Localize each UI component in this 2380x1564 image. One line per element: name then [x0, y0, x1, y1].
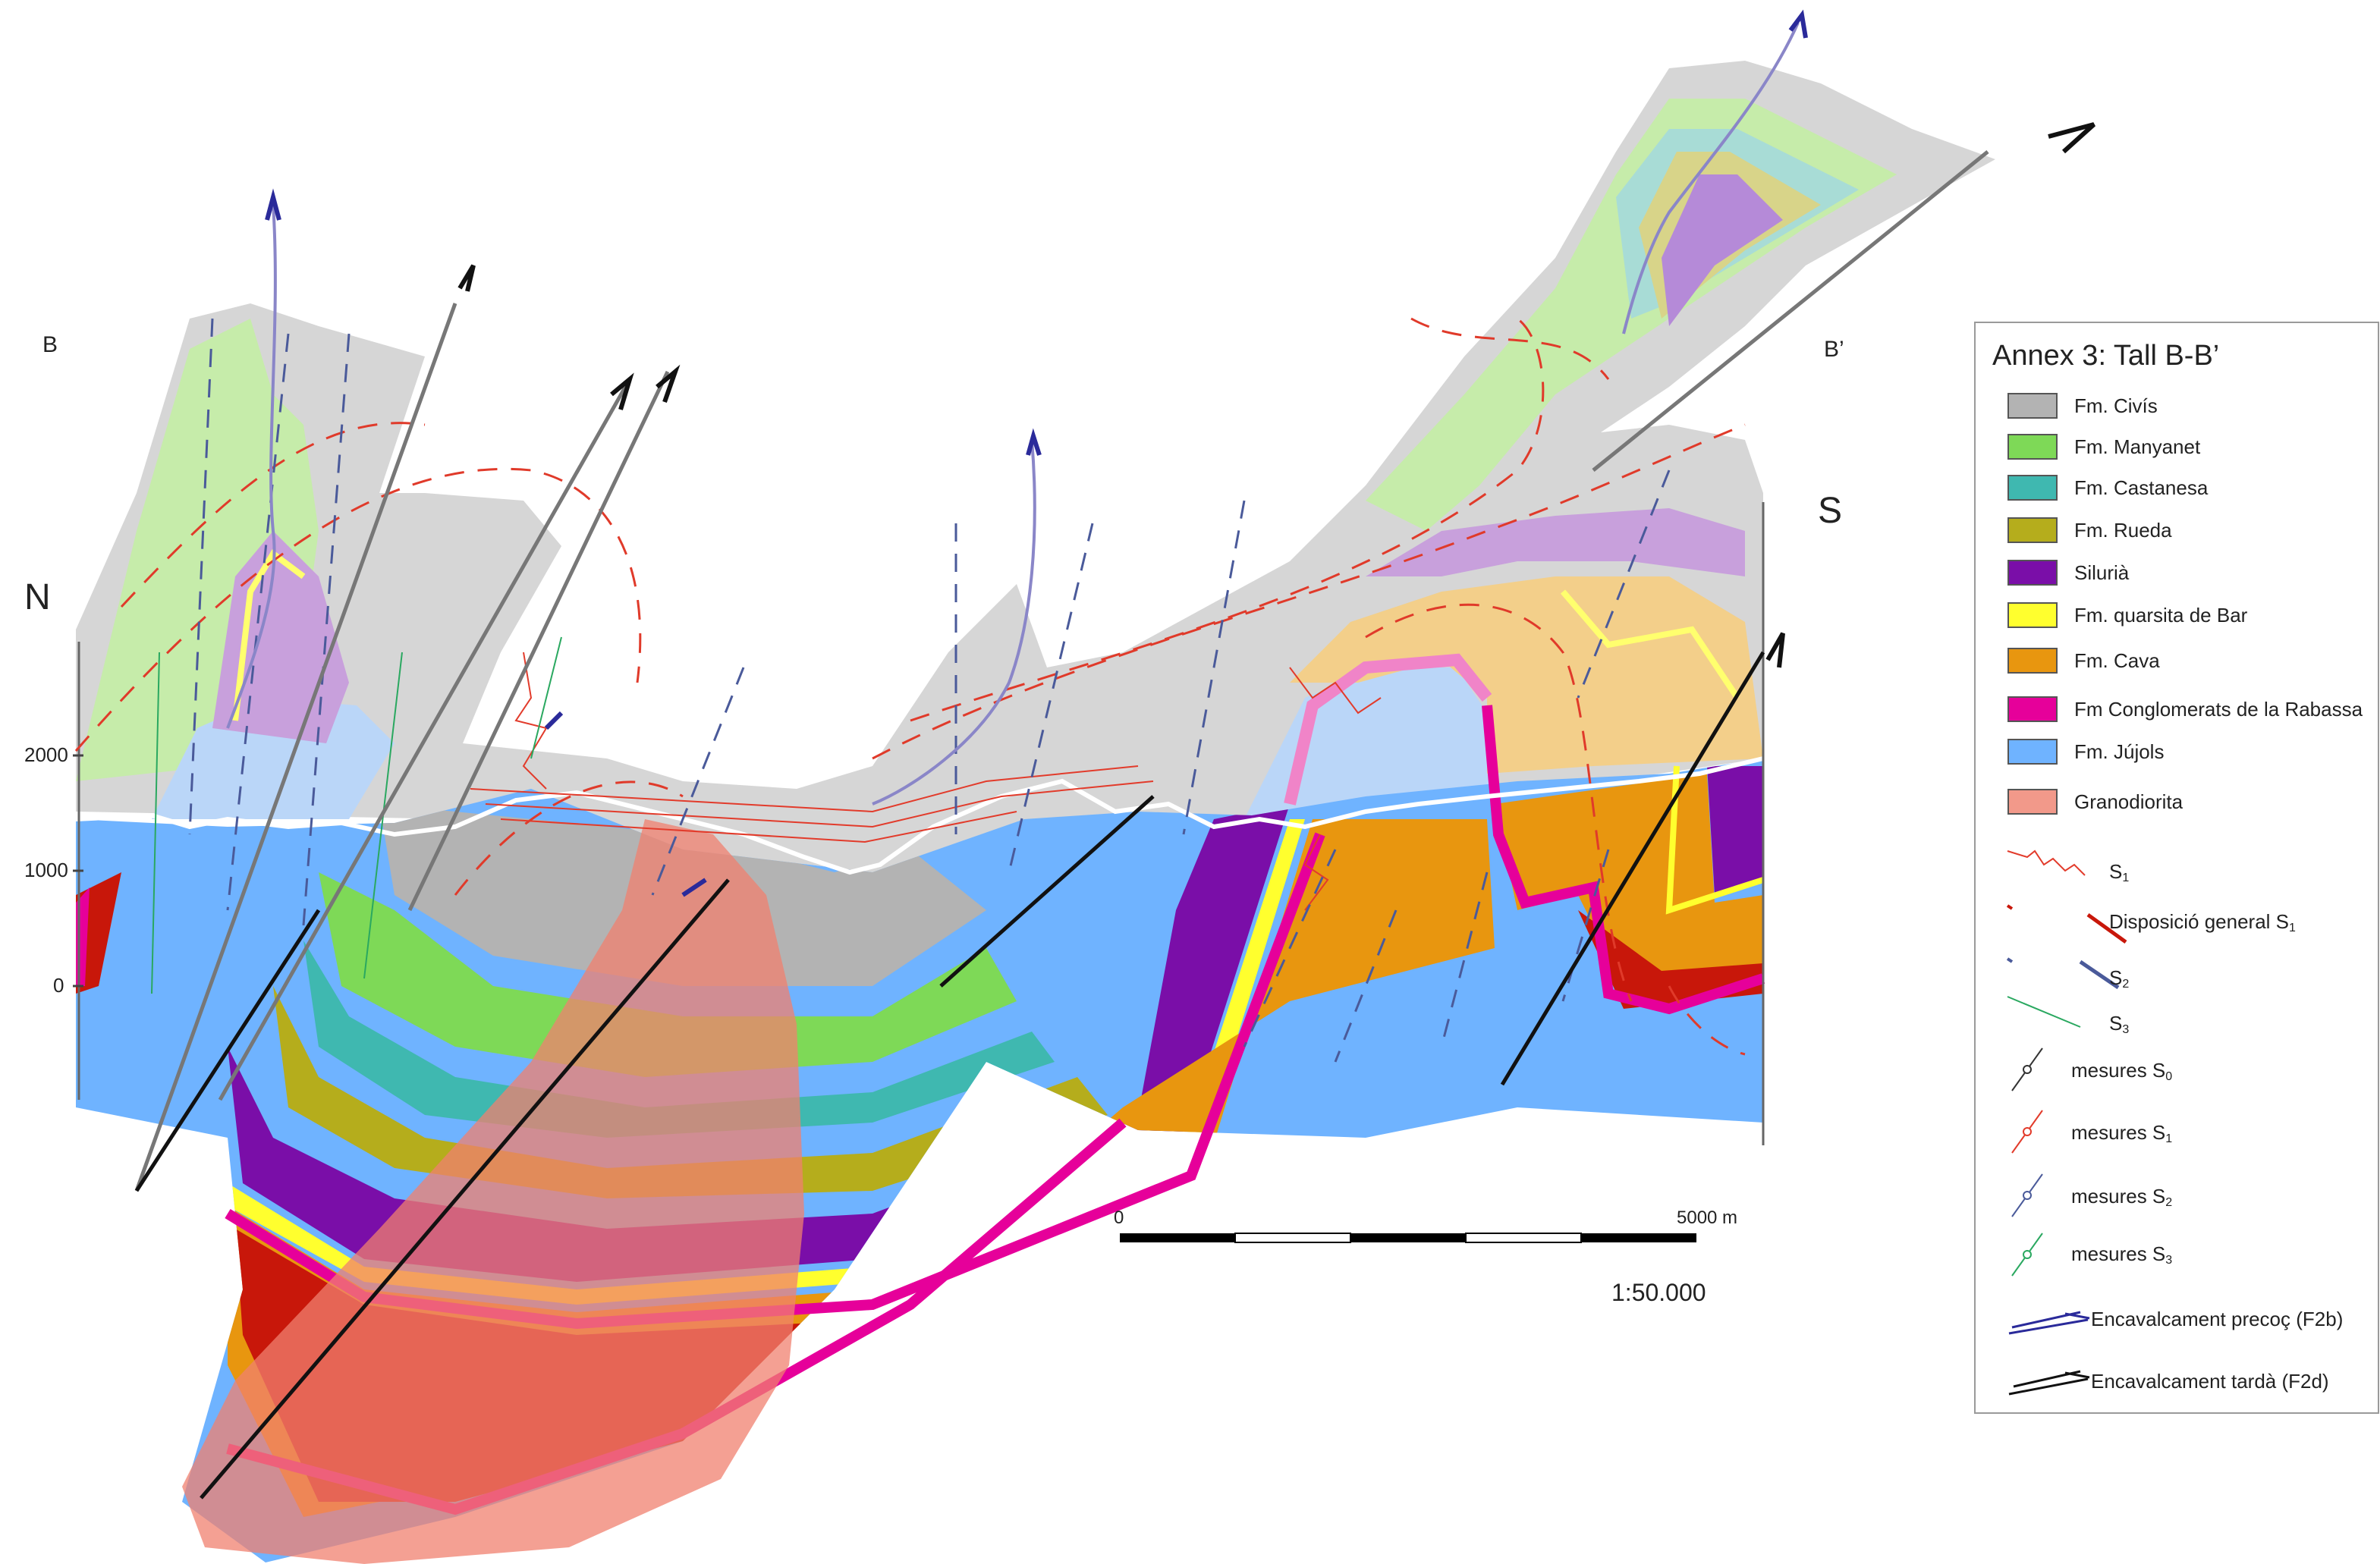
- s2-dash-icon: [2006, 957, 2120, 990]
- legend-item-s2-measure: mesures S2: [1976, 1171, 2378, 1220]
- south-label: S: [1818, 491, 1843, 531]
- legend-item-cava: Fm. Cava: [1976, 645, 2378, 678]
- legend-swatch: [2007, 739, 2058, 765]
- early-thrusts: [226, 22, 1800, 806]
- section-end-left-label: B: [42, 332, 58, 357]
- s2-traces: [188, 318, 1671, 1063]
- early-thrust-arrow-icon: [2008, 1311, 2090, 1335]
- cava-right: [1495, 774, 1763, 986]
- legend-label: Fm. Castanesa: [2074, 476, 2209, 499]
- legend-label: S3: [2109, 1012, 2130, 1036]
- legend-label: Fm. Manyanet: [2074, 435, 2201, 458]
- legend-label: Fm Conglomerats de la Rabassa: [2074, 698, 2363, 721]
- legend-label: Encavalcament precoç (F2b): [2091, 1308, 2344, 1330]
- legend-label: Granodiorita: [2074, 790, 2184, 813]
- legend-swatch: [2007, 475, 2058, 501]
- manyanet-lower: [319, 872, 1017, 1077]
- legend-swatch: [2007, 602, 2058, 628]
- legend-label: Disposició general S1: [2109, 910, 2296, 934]
- bar-contact-right: [1560, 589, 1740, 700]
- elevation-label-1000: 1000: [24, 859, 68, 881]
- rueda-lower: [273, 986, 1108, 1198]
- north-label: N: [24, 577, 51, 617]
- s3-line-icon: [2007, 996, 2081, 1028]
- rabassa-contact-right: [1482, 705, 1765, 1015]
- legend-item-castanesa: Fm. Castanesa: [1976, 472, 2378, 505]
- s0-measure-icon: [2011, 1047, 2043, 1091]
- cava-light-center: [1290, 576, 1763, 774]
- legend-item-s1: S1: [1976, 845, 2378, 890]
- bar-quartzite-lower: [228, 819, 1305, 1305]
- s1-traces: [470, 652, 1382, 911]
- s1-general-dash-icon: [2006, 904, 2127, 944]
- scale-bar: [1120, 1233, 1696, 1243]
- silurian-band-right: [1662, 174, 1783, 326]
- scale-start-label: 0: [1114, 1208, 1124, 1228]
- legend-swatch: [2007, 517, 2058, 543]
- s3-measure-icon: [2011, 1233, 2043, 1277]
- s1-zigzag-icon: [2007, 850, 2086, 876]
- scale-end-label: 5000 m: [1677, 1208, 1738, 1228]
- cava-far-right: [1578, 910, 1763, 1009]
- legend-label: mesures S2: [2071, 1185, 2173, 1209]
- bar-contact-right2: [1665, 765, 1765, 915]
- legend-item-s3: S3: [1976, 994, 2378, 1039]
- legend-label: Fm. Cava: [2074, 649, 2160, 672]
- silurian-right: [1707, 766, 1763, 895]
- legend-item-rabassa: Fm Conglomerats de la Rabassa: [1976, 693, 2378, 727]
- early-thrust-arrows: [265, 9, 1808, 897]
- legend-item-late-thrust: Encavalcament tardà (F2d): [1976, 1362, 2378, 1400]
- elevation-label-0: 0: [53, 974, 64, 997]
- granodiorite-intrusion: [182, 819, 804, 1564]
- legend-title: Annex 3: Tall B-B’: [1992, 340, 2220, 372]
- legend-swatch: [2007, 648, 2058, 674]
- legend-swatch: [2007, 560, 2058, 586]
- legend-item-s0-measure: mesures S0: [1976, 1045, 2378, 1094]
- legend-swatch: [2007, 434, 2058, 460]
- legend-label: S1: [2109, 860, 2130, 884]
- legend-item-s1-general: Disposició general S1: [1976, 900, 2378, 945]
- section-end-right-label: B’: [1824, 337, 1844, 362]
- legend-label: Fm. Rueda: [2074, 519, 2172, 542]
- legend-item-s2: S2: [1976, 948, 2378, 994]
- s1-measure-icon: [2011, 1110, 2043, 1154]
- legend-item-s1-measure: mesures S1: [1976, 1107, 2378, 1156]
- legend-label: Silurià: [2074, 561, 2130, 584]
- legend-swatch: [2007, 789, 2058, 815]
- legend-swatch: [2007, 696, 2058, 722]
- legend-item-s3-measure: mesures S3: [1976, 1230, 2378, 1279]
- legend-item-jujols: Fm. Jújols: [1976, 736, 2378, 769]
- legend-label: Fm. quarsita de Bar: [2074, 604, 2248, 627]
- topography-line: [75, 756, 1764, 875]
- late-thrusts: [134, 150, 1989, 1192]
- legend-label: S2: [2109, 966, 2130, 991]
- legend-label: mesures S3: [2071, 1242, 2173, 1267]
- legend-label: Fm. Jújols: [2074, 740, 2165, 763]
- legend-label: Fm. Civís: [2074, 394, 2158, 417]
- legend-item-early-thrust: Encavalcament precoç (F2b): [1976, 1302, 2378, 1339]
- legend-label: mesures S0: [2071, 1059, 2173, 1083]
- bar-contact-left: [232, 549, 306, 721]
- legend-item-silurian: Silurià: [1976, 557, 2378, 590]
- scale-ratio-label: 1:50.000: [1611, 1279, 1706, 1306]
- late-thrust-arrow-icon: [2008, 1370, 2090, 1396]
- silurian-light-center: [1366, 508, 1745, 576]
- legend-item-rueda: Fm. Rueda: [1976, 514, 2378, 548]
- rabassa-pink-fold: [1284, 653, 1492, 806]
- s2-measure-icon: [2011, 1173, 2043, 1217]
- legend-label: mesures S1: [2071, 1121, 2173, 1145]
- elevation-label-2000: 2000: [24, 743, 68, 766]
- castanesa-lower: [303, 941, 1055, 1138]
- legend-item-civis: Fm. Civís: [1976, 390, 2378, 423]
- legend-label: Encavalcament tardà (F2d): [2091, 1370, 2329, 1393]
- legend-item-granodiorite: Granodiorita: [1976, 786, 2378, 819]
- legend-swatch: [2007, 393, 2058, 419]
- legend-item-manyanet: Fm. Manyanet: [1976, 431, 2378, 464]
- late-thrust-arrows: [457, 122, 2096, 668]
- legend-panel: Annex 3: Tall B-B’ Fm. Civís Fm. Manyane…: [1974, 322, 2379, 1414]
- legend-item-bar-quartzite: Fm. quarsita de Bar: [1976, 599, 2378, 633]
- late-thrusts-dark: [134, 651, 1765, 1500]
